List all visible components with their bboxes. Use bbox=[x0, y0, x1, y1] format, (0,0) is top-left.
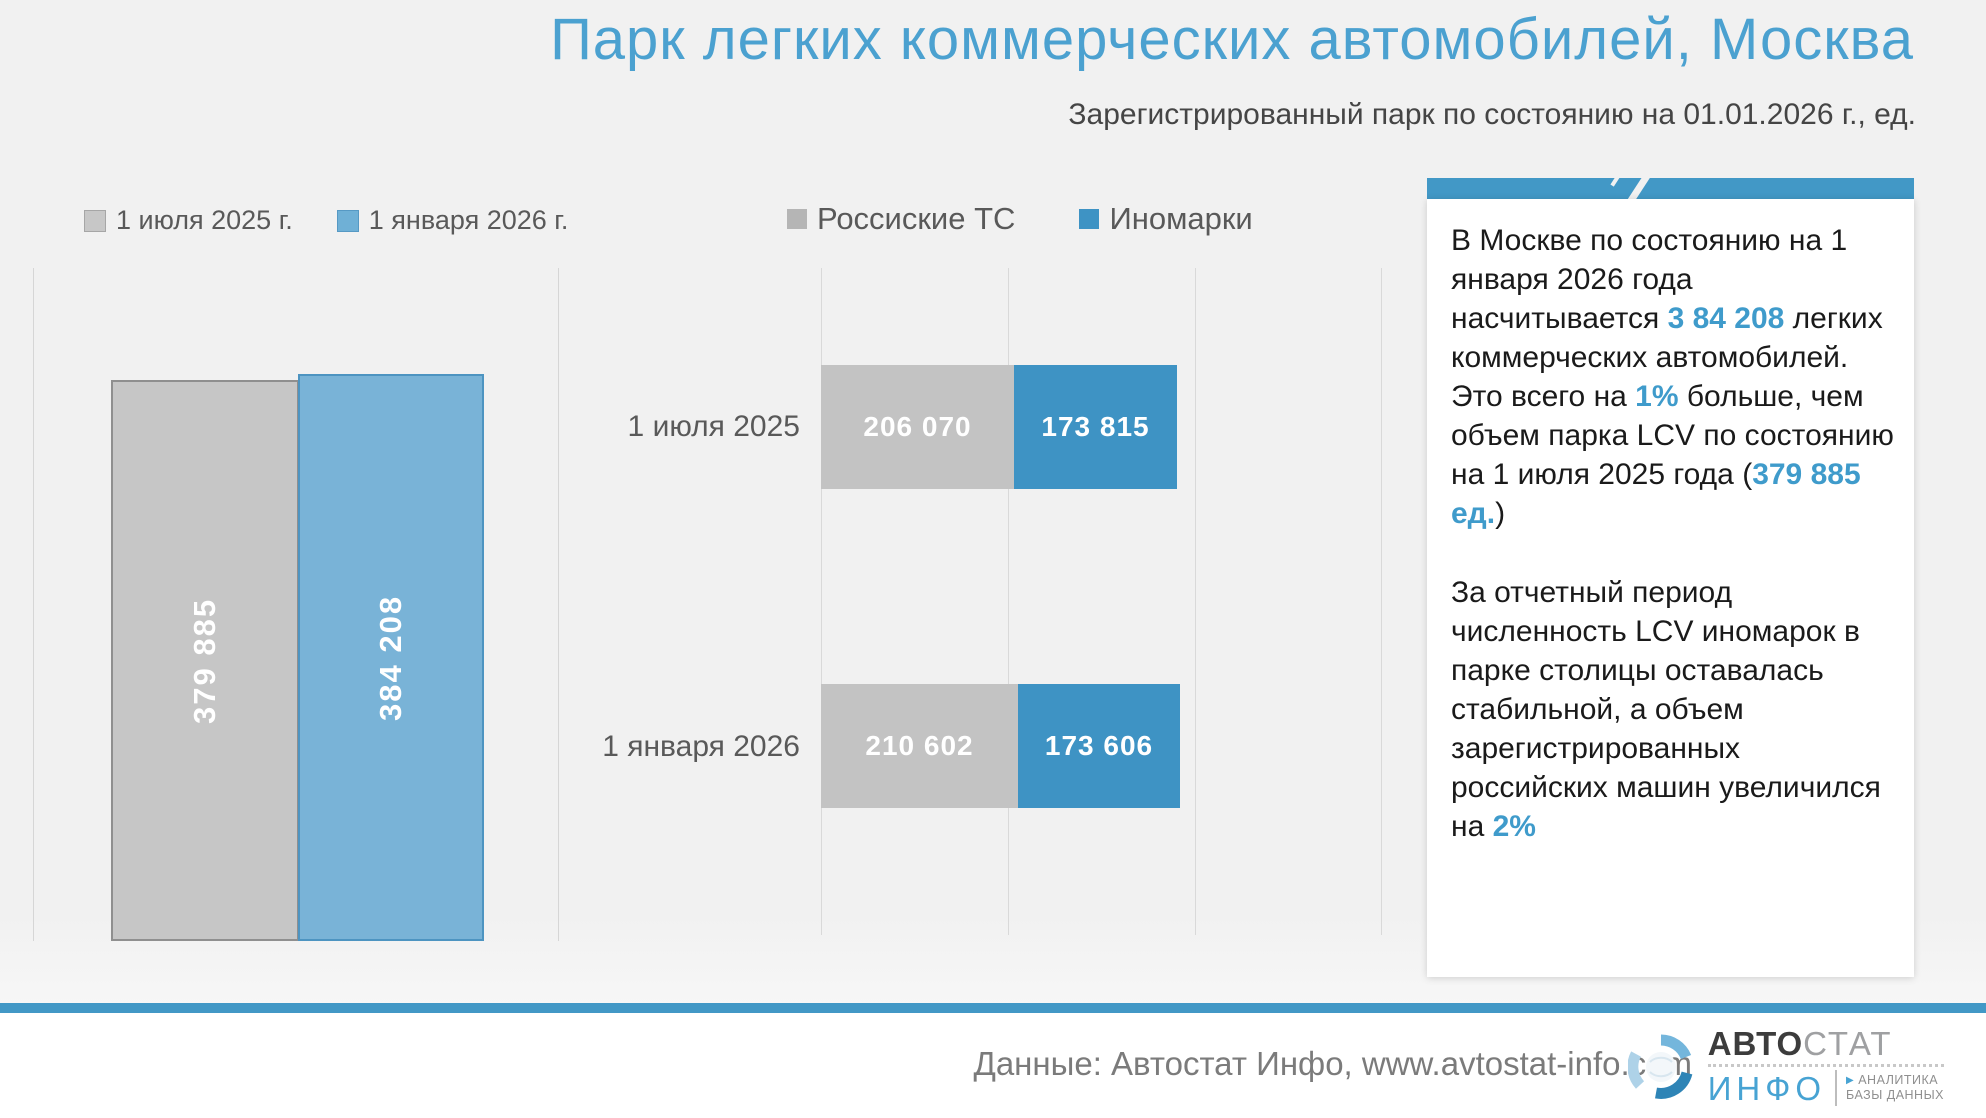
segment-value-label: 210 602 bbox=[865, 730, 974, 761]
gridline bbox=[821, 268, 822, 935]
accent-text: 379 885 ед. bbox=[1451, 458, 1861, 530]
legend-item-july-2025: 1 июля 2025 г. bbox=[84, 205, 293, 236]
legend-swatch-gray-icon bbox=[787, 209, 807, 229]
logo-tagline-text1: АНАЛИТИКА bbox=[1858, 1073, 1939, 1087]
logo-brand-bold: АВТО bbox=[1707, 1025, 1804, 1062]
logo-dotted-separator bbox=[1707, 1064, 1944, 1067]
composition-chart: 206 070 173 815 210 602 173 606 bbox=[821, 268, 1382, 935]
body-text: легких коммерческих автомобилей. Это все… bbox=[1451, 302, 1883, 413]
logo-tagline: ▶ АНАЛИТИКА БАЗЫ ДАННЫХ bbox=[1846, 1073, 1944, 1103]
bar-total-july-2025: 379 885 bbox=[111, 380, 299, 941]
body-text: В Москве по состоянию на 1 января 2026 г… bbox=[1451, 224, 1848, 335]
logo-swirl-icon bbox=[1627, 1034, 1693, 1099]
total-chart-legend: 1 июля 2025 г. 1 января 2026 г. bbox=[84, 205, 568, 236]
legend-label: Иномарки bbox=[1109, 201, 1253, 236]
bar-total-january-2026: 384 208 bbox=[298, 374, 484, 941]
avtostat-logo: АВТОСТАТ ИНФО ▶ АНАЛИТИКА БАЗЫ ДАННЫХ bbox=[1627, 1027, 1944, 1106]
legend-item-russian-vehicles: Россиские ТС bbox=[787, 201, 1015, 237]
legend-item-foreign-vehicles: Иномарки bbox=[1079, 201, 1253, 237]
logo-tagline-line1: ▶ АНАЛИТИКА bbox=[1846, 1073, 1944, 1088]
legend-label: Россиские ТС bbox=[817, 201, 1016, 236]
logo-sub-row: ИНФО ▶ АНАЛИТИКА БАЗЫ ДАННЫХ bbox=[1708, 1070, 1944, 1106]
logo-brand-light: СТАТ bbox=[1803, 1025, 1893, 1062]
logo-info-label: ИНФО bbox=[1707, 1069, 1827, 1107]
total-park-chart: 379 885 384 208 bbox=[33, 268, 559, 941]
legend-label: 1 июля 2025 г. bbox=[116, 205, 293, 235]
stacked-bar-january-2026: 210 602 173 606 bbox=[821, 684, 1180, 808]
legend-swatch-gray-icon bbox=[84, 209, 106, 232]
slash-decoration-icon bbox=[1610, 169, 1624, 187]
legend-label: 1 января 2026 г. bbox=[368, 205, 569, 235]
accent-text: 1% bbox=[1635, 380, 1679, 413]
body-text: ) bbox=[1495, 497, 1506, 530]
body-text: больше, чем объем парка LCV по состоянию… bbox=[1451, 380, 1894, 491]
segment-value-label: 173 815 bbox=[1041, 411, 1150, 442]
accent-text: 3 84 208 bbox=[1667, 302, 1785, 335]
footer: Данные: Автостат Инфо, www.avtostat-info… bbox=[0, 1013, 1986, 1118]
accent-text: 2% bbox=[1492, 810, 1536, 843]
composition-chart-legend: Россиские ТС Иномарки bbox=[787, 201, 1253, 237]
logo-brand-row: АВТОСТАТ bbox=[1708, 1027, 1944, 1060]
footer-accent-band bbox=[0, 1003, 1986, 1013]
page-title: Парк легких коммерческих автомобилей, Мо… bbox=[550, 7, 1914, 72]
stacked-bar-july-2025: 206 070 173 815 bbox=[821, 365, 1177, 489]
segment-value-label: 173 606 bbox=[1044, 730, 1154, 761]
logo-divider bbox=[1835, 1070, 1838, 1106]
legend-swatch-blue-icon bbox=[1079, 209, 1100, 229]
segment-foreign-vehicles: 173 815 bbox=[1014, 365, 1177, 489]
logo-text-block: АВТОСТАТ ИНФО ▶ АНАЛИТИКА БАЗЫ ДАННЫХ bbox=[1707, 1027, 1944, 1106]
legend-item-january-2026: 1 января 2026 г. bbox=[336, 205, 569, 236]
insight-paragraph-2: За отчетный период численность LCV инома… bbox=[1451, 573, 1896, 846]
category-label-july-2025: 1 июля 2025 bbox=[627, 410, 800, 443]
segment-russian-vehicles: 210 602 bbox=[821, 684, 1018, 808]
legend-swatch-blue-icon bbox=[336, 209, 359, 232]
body-text: За отчетный период численность LCV инома… bbox=[1451, 576, 1881, 843]
insight-paragraph-1: В Москве по состоянию на 1 января 2026 г… bbox=[1451, 221, 1896, 533]
gridline bbox=[1195, 268, 1196, 935]
category-label-january-2026: 1 января 2026 bbox=[602, 730, 800, 763]
insight-card-header-bar bbox=[1427, 169, 1914, 208]
gridline bbox=[1008, 268, 1009, 935]
logo-tagline-line2: БАЗЫ ДАННЫХ bbox=[1846, 1088, 1944, 1102]
data-source-text: Данные: Автостат Инфо, www.avtostat-info… bbox=[973, 1045, 1692, 1082]
bar-value-label: 379 885 bbox=[187, 597, 222, 724]
segment-value-label: 206 070 bbox=[863, 411, 972, 442]
segment-foreign-vehicles: 173 606 bbox=[1018, 684, 1180, 808]
page-subtitle: Зарегистрированный парк по состоянию на … bbox=[1068, 98, 1916, 131]
insight-card: В Москве по состоянию на 1 января 2026 г… bbox=[1427, 199, 1914, 977]
triangle-icon: ▶ bbox=[1846, 1075, 1855, 1086]
gridline bbox=[1381, 268, 1382, 935]
segment-russian-vehicles: 206 070 bbox=[821, 365, 1014, 489]
bar-value-label: 384 208 bbox=[373, 594, 408, 721]
